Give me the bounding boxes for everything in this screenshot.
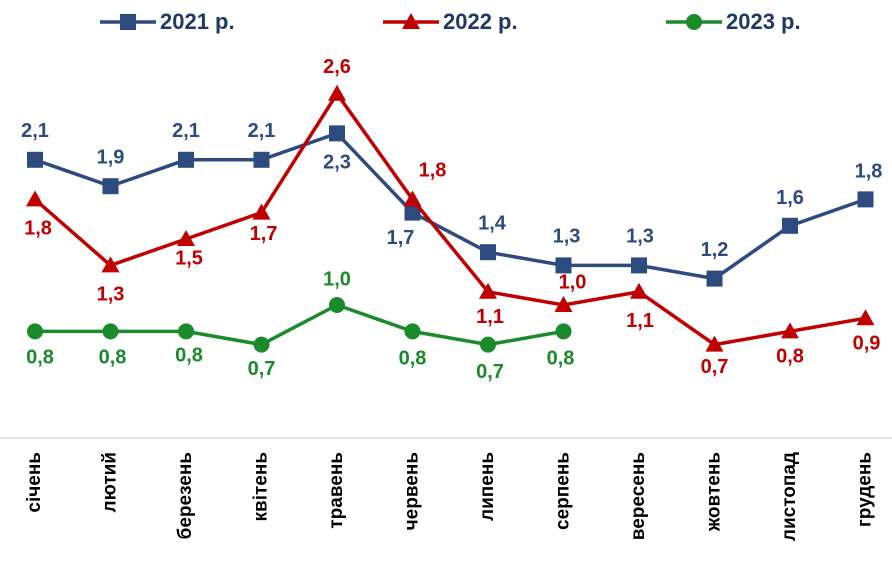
data-label: 0,8: [175, 345, 203, 367]
x-tick-label: лютий: [100, 452, 121, 513]
marker: [102, 323, 119, 340]
marker: [630, 282, 648, 299]
data-label: 1,1: [476, 306, 504, 328]
marker: [555, 323, 572, 340]
marker: [404, 323, 421, 340]
marker: [686, 14, 702, 30]
data-label: 2,1: [172, 120, 200, 142]
x-tick-label: липень: [477, 452, 498, 521]
marker: [178, 151, 194, 168]
x-tick-label: вересень: [628, 452, 649, 540]
data-label: 1,8: [419, 160, 447, 182]
data-label: 2,1: [248, 120, 276, 142]
data-label: 0,8: [547, 348, 575, 370]
marker: [102, 178, 119, 195]
marker: [26, 190, 44, 207]
data-label: 1,7: [250, 223, 278, 245]
marker: [177, 230, 195, 246]
series-line: [34, 131, 867, 281]
data-label: 0,7: [476, 361, 504, 383]
data-label: 0,8: [99, 347, 127, 369]
marker: [27, 323, 43, 340]
data-label: 1,3: [626, 226, 654, 248]
data-label: 1,8: [24, 218, 52, 240]
data-label: 1,0: [323, 268, 351, 290]
series-line: [35, 303, 564, 347]
data-label: 0,7: [248, 358, 276, 380]
data-label: 0,7: [701, 356, 729, 378]
data-label: 1,1: [626, 310, 654, 332]
marker: [857, 191, 874, 208]
x-tick-label: грудень: [855, 452, 876, 527]
data-label: 0,8: [399, 348, 427, 370]
data-label: 1,0: [559, 271, 587, 293]
marker: [253, 336, 270, 353]
x-tick-label: жовтень: [704, 452, 725, 532]
marker: [402, 13, 420, 29]
data-label: 1,9: [97, 146, 125, 168]
marker: [554, 296, 573, 312]
x-tick-label: березень: [175, 452, 196, 539]
data-label: 1,6: [776, 187, 804, 209]
data-label: 1,7: [387, 227, 415, 249]
data-label: 1,5: [175, 247, 203, 269]
x-tick-label: травень: [326, 452, 347, 529]
x-tick-label: січень: [24, 452, 45, 513]
data-label: 2,1: [21, 120, 49, 142]
marker: [328, 84, 346, 101]
data-label: 1,3: [553, 226, 581, 248]
x-tick-label: червень: [402, 452, 423, 530]
marker: [781, 322, 799, 339]
marker: [856, 309, 875, 326]
data-label: 2,6: [323, 56, 351, 78]
data-label: 1,2: [701, 239, 729, 261]
marker: [253, 151, 270, 168]
data-label: 1,4: [478, 212, 507, 234]
marker: [480, 244, 496, 261]
marker: [329, 297, 345, 313]
legend-label: 2023 р.: [726, 9, 801, 34]
marker: [120, 14, 136, 30]
x-tick-label: серпень: [553, 452, 574, 530]
marker: [252, 203, 271, 220]
legend-label: 2021 р.: [160, 9, 235, 34]
data-label: 0,8: [776, 346, 804, 368]
marker: [329, 125, 345, 142]
marker: [27, 151, 43, 168]
marker: [178, 323, 194, 340]
x-tick-label: листопад: [779, 452, 800, 541]
marker: [631, 257, 647, 274]
marker: [480, 336, 496, 353]
data-label: 0,9: [853, 332, 881, 354]
x-tick-label: квітень: [251, 452, 272, 522]
marker: [706, 270, 723, 287]
marker: [404, 204, 421, 221]
data-label: 1,8: [855, 161, 883, 183]
data-label: 0,8: [26, 347, 54, 369]
marker: [782, 217, 798, 234]
marker: [705, 335, 724, 352]
marker: [403, 190, 422, 207]
marker: [101, 256, 120, 273]
data-label: 2,3: [323, 152, 351, 174]
data-label: 1,3: [97, 284, 125, 306]
marker: [555, 257, 572, 274]
legend-label: 2022 р.: [443, 9, 518, 34]
marker: [479, 282, 497, 299]
series-line: [33, 90, 866, 347]
